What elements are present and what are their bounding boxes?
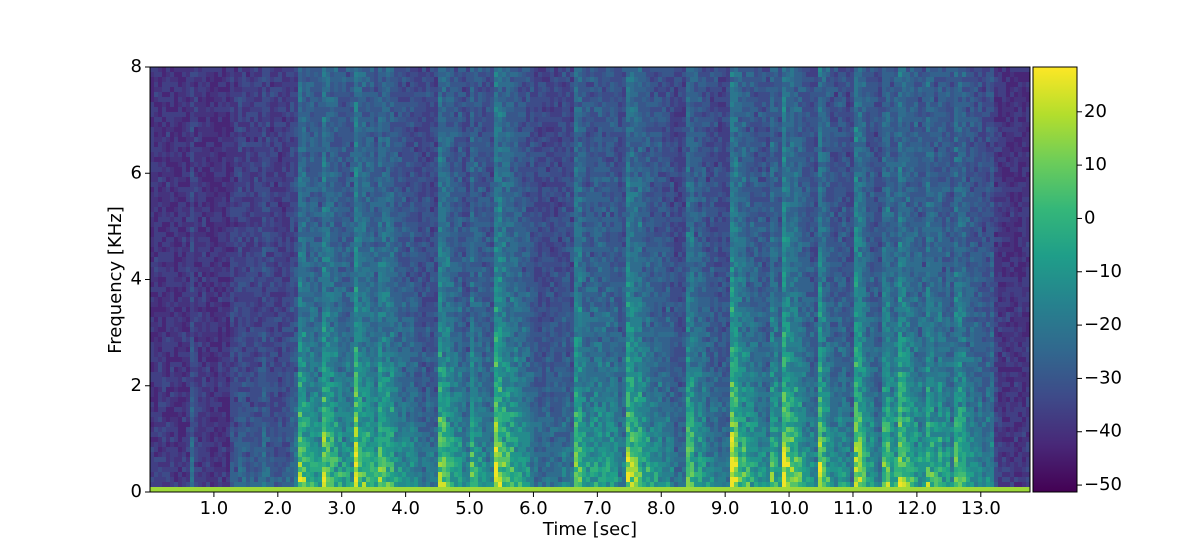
x-tick-label: 11.0 <box>833 498 873 519</box>
spectrogram-cells <box>298 422 858 487</box>
spectrogram-cells <box>190 67 994 487</box>
colorbar-tick-label: −10 <box>1084 261 1122 282</box>
spectrogram-cells <box>298 67 994 487</box>
x-tick-label: 7.0 <box>583 498 612 519</box>
y-tick-label: 6 <box>131 162 142 183</box>
x-tick-label: 5.0 <box>455 498 484 519</box>
colorbar-tick-label: 20 <box>1084 101 1107 122</box>
x-tick-label: 6.0 <box>519 498 548 519</box>
y-tick-label: 0 <box>131 481 142 502</box>
y-tick-label: 8 <box>131 56 142 77</box>
y-axis-label: Frequency [KHz] <box>105 206 126 354</box>
colorbar <box>1032 66 1078 493</box>
x-tick-label: 8.0 <box>647 498 676 519</box>
spectrogram-cells <box>298 362 966 487</box>
x-tick-label: 4.0 <box>391 498 420 519</box>
spectrogram-cells <box>298 237 990 487</box>
colorbar-tick-label: −20 <box>1084 314 1122 335</box>
x-axis-label: Time [sec] <box>542 519 637 540</box>
colorbar-tick-label: 0 <box>1084 207 1095 228</box>
colorbar-tick-label: −50 <box>1084 474 1122 495</box>
y-tick-label: 2 <box>131 375 142 396</box>
x-tick-label: 1.0 <box>200 498 229 519</box>
x-tick-label: 10.0 <box>769 498 809 519</box>
y-tick-label: 4 <box>131 269 142 290</box>
spectrogram-cells <box>190 67 994 487</box>
colorbar-tick-label: −40 <box>1084 421 1122 442</box>
x-tick-label: 9.0 <box>711 498 740 519</box>
x-tick-label: 13.0 <box>961 498 1001 519</box>
x-tick-label: 12.0 <box>897 498 937 519</box>
spectrogram-cells <box>262 72 994 487</box>
colorbar-tick-label: 10 <box>1084 154 1107 175</box>
x-tick-label: 2.0 <box>263 498 292 519</box>
x-tick-label: 3.0 <box>327 498 356 519</box>
spectrogram <box>150 67 1030 492</box>
colorbar-tick-label: −30 <box>1084 367 1122 388</box>
